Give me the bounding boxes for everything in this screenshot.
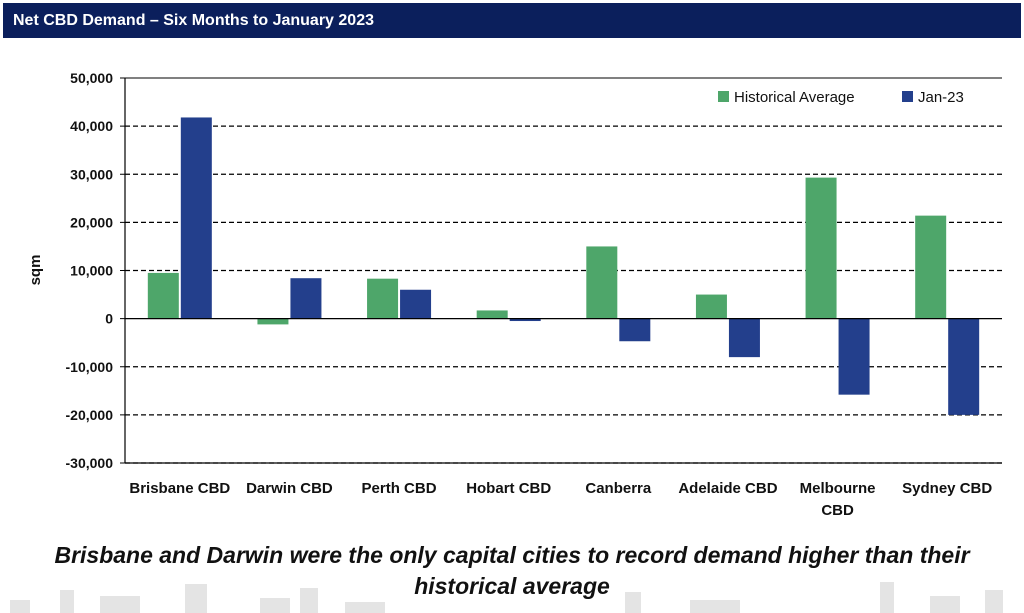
bar-jan-23: [619, 318, 651, 342]
axes: 50,000 40,000 30,000 20,000 10,000 0 -10,000 -2…: [66, 70, 1002, 519]
bar-jan-23: [400, 289, 432, 319]
x-tick-label: Adelaide CBD: [678, 480, 777, 497]
caption: Brisbane and Darwin were the only capita…: [54, 542, 970, 599]
x-tick-label: Perth CBD: [362, 480, 437, 497]
bar-historical-average: [805, 177, 837, 319]
x-tick-label: Darwin CBD: [246, 480, 333, 497]
grid-lines: [125, 77, 1002, 464]
bar-jan-23: [290, 278, 322, 319]
title-bar: Net CBD Demand – Six Months to January 2…: [3, 3, 1021, 38]
legend: Historical Average Jan-23: [718, 89, 964, 106]
bar-historical-average: [695, 294, 727, 319]
x-tick-label: Sydney CBD: [902, 480, 992, 497]
bar-historical-average: [257, 318, 289, 325]
bar-jan-23: [948, 318, 980, 415]
bar-historical-average: [476, 310, 508, 319]
y-tick-label: 10,000: [70, 263, 113, 279]
page-title: Net CBD Demand – Six Months to January 2…: [13, 11, 374, 29]
bar-jan-23: [180, 117, 212, 319]
x-tick-label: Melbourne CBD: [800, 480, 876, 519]
y-tick-label: -20,000: [66, 407, 114, 423]
x-tick-label: Hobart CBD: [466, 480, 551, 497]
bar-jan-23: [838, 318, 870, 395]
bar-chart: 50,000 40,000 30,000 20,000 10,000 0 -10,000 -2…: [27, 70, 1002, 519]
y-tick-label: 30,000: [70, 166, 113, 182]
bar-historical-average: [586, 246, 618, 319]
bar-jan-23: [509, 318, 541, 322]
x-tick-label: Brisbane CBD: [129, 480, 230, 497]
bar-historical-average: [915, 215, 947, 319]
y-tick-label: 40,000: [70, 118, 113, 134]
y-tick-label: -10,000: [66, 359, 114, 375]
bar-historical-average: [367, 278, 399, 319]
y-axis-label: sqm: [27, 255, 44, 286]
y-tick-label: 20,000: [70, 214, 113, 230]
skyline-decoration: [10, 582, 1003, 613]
x-tick-label: Canberra: [585, 480, 652, 497]
legend-swatch: [718, 91, 729, 102]
bars: [147, 117, 980, 415]
y-tick-label: 50,000: [70, 70, 113, 86]
bar-historical-average: [147, 272, 179, 319]
legend-swatch: [902, 91, 913, 102]
y-tick-label: 0: [105, 311, 113, 327]
bar-jan-23: [728, 318, 760, 358]
legend-label: Jan-23: [918, 89, 964, 106]
legend-label: Historical Average: [734, 89, 855, 106]
y-tick-label: -30,000: [66, 455, 114, 471]
